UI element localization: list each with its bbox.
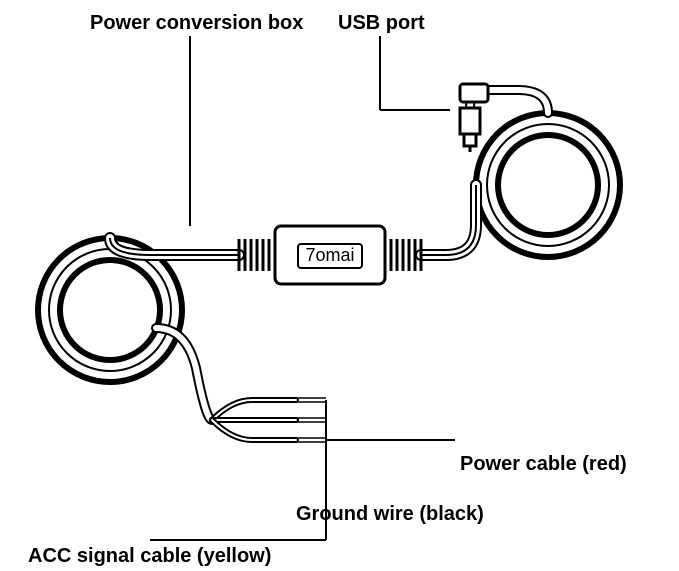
label-power-conversion-box: Power conversion box [90,12,303,35]
label-power-cable: Power cable (red) [460,453,627,476]
label-ground-wire: Ground wire (black) [296,503,484,526]
label-usb-port: USB port [338,12,425,35]
svg-text:7omai: 7omai [305,245,354,265]
label-acc-signal-cable: ACC signal cable (yellow) [28,545,271,568]
wiring-diagram: 7omai [0,0,679,571]
